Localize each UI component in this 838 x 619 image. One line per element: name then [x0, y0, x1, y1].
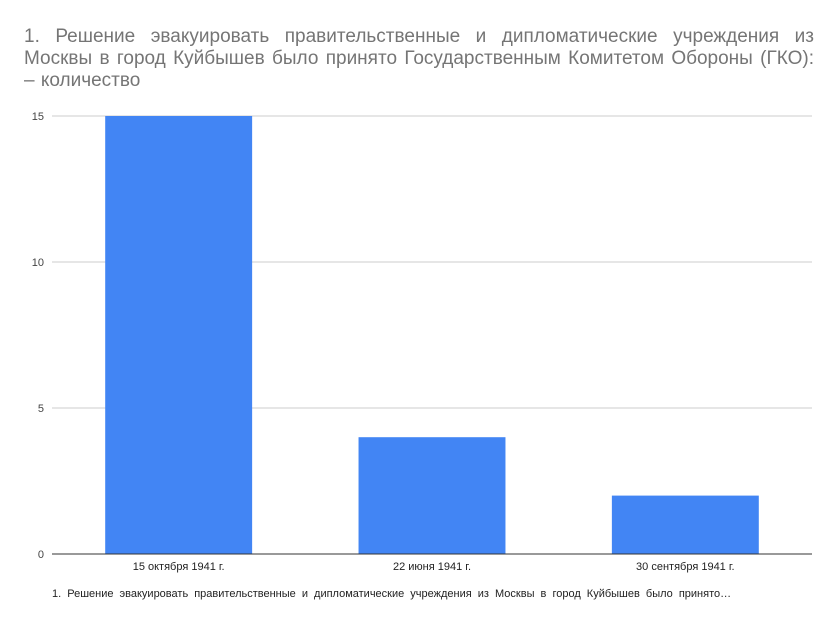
- y-tick-label: 0: [38, 549, 44, 561]
- bar: [611, 495, 759, 554]
- y-tick-label: 5: [38, 403, 44, 415]
- y-tick-label: 15: [32, 111, 44, 123]
- chart-title: 1. Решение эвакуировать правительственны…: [24, 26, 814, 91]
- bar: [105, 116, 253, 554]
- bar: [358, 437, 506, 554]
- x-category-label: 15 октября 1941 г.: [133, 561, 225, 573]
- x-category-label: 22 июня 1941 г.: [393, 561, 471, 573]
- x-axis-title: 1. Решение эвакуировать правительственны…: [52, 588, 732, 600]
- bars: [105, 116, 759, 554]
- x-axis-categories: 15 октября 1941 г. 22 июня 1941 г. 30 сент…: [133, 561, 735, 573]
- y-tick-label: 10: [32, 257, 44, 269]
- y-axis-ticks: 0 5 10 15: [32, 111, 44, 561]
- x-category-label: 30 сентября 1941 г.: [636, 561, 735, 573]
